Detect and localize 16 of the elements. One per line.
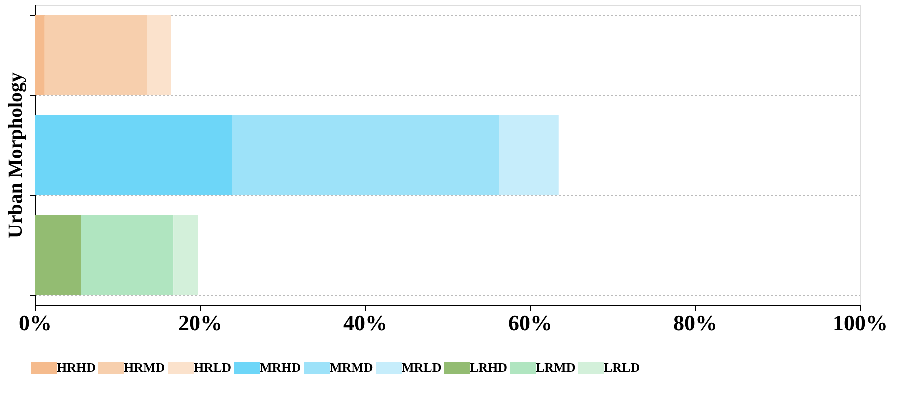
legend-label: MRMD — [330, 360, 374, 375]
legend-label: LRMD — [536, 360, 576, 375]
x-tick-label: 20% — [178, 310, 222, 336]
x-tick-label: 60% — [508, 310, 552, 336]
legend-label: LRHD — [470, 360, 508, 375]
x-tick-label: 40% — [344, 310, 388, 336]
legend-label: HRMD — [124, 360, 166, 375]
x-tick-label: 0% — [19, 310, 52, 336]
legend-label: MRHD — [260, 360, 302, 375]
x-tick-label: 80% — [674, 310, 718, 336]
legend-label: HRHD — [57, 360, 96, 375]
legend-label: HRLD — [194, 360, 232, 375]
legend-label: MRLD — [402, 360, 442, 375]
legend-label: LRLD — [604, 360, 640, 375]
x-tick-label: 100% — [833, 310, 888, 336]
y-axis-title: Urban Morphology — [5, 72, 27, 239]
